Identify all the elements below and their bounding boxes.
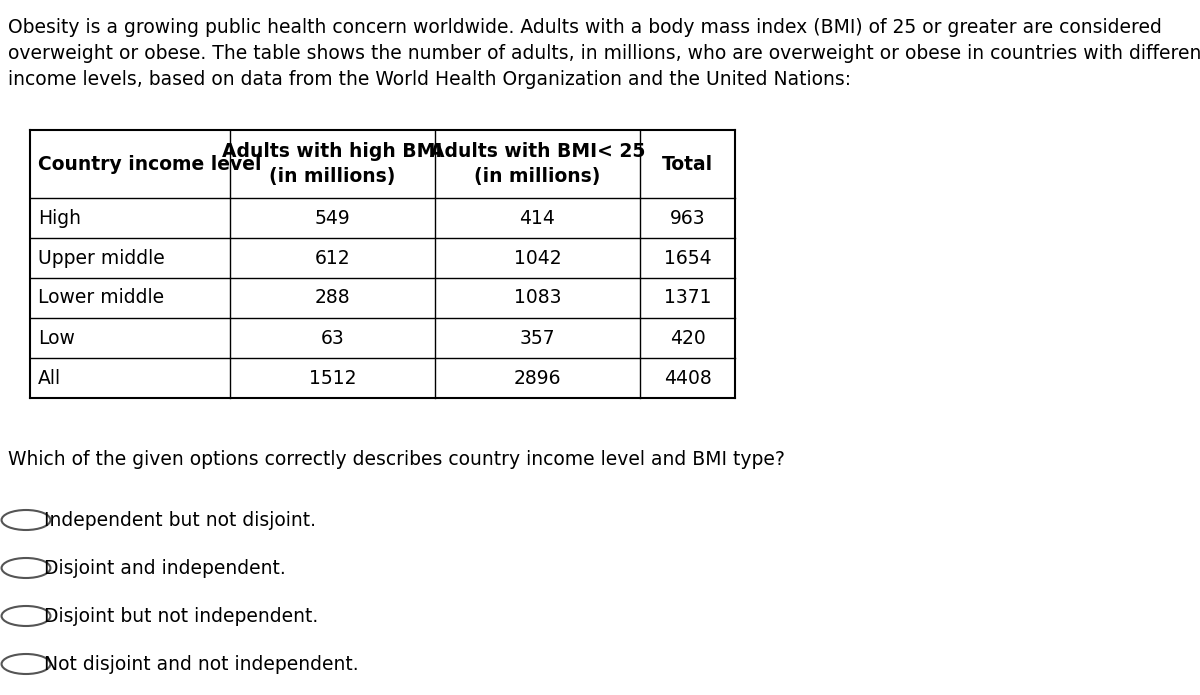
Text: Disjoint but not independent.: Disjoint but not independent. xyxy=(44,607,318,626)
Text: 288: 288 xyxy=(314,288,350,307)
Text: High: High xyxy=(38,208,82,227)
Text: Which of the given options correctly describes country income level and BMI type: Which of the given options correctly des… xyxy=(8,450,785,469)
Text: 420: 420 xyxy=(670,329,706,348)
Text: 1083: 1083 xyxy=(514,288,562,307)
Text: Disjoint and independent.: Disjoint and independent. xyxy=(44,559,286,578)
Text: 549: 549 xyxy=(314,208,350,227)
Text: 1654: 1654 xyxy=(664,249,712,268)
Text: 1371: 1371 xyxy=(664,288,712,307)
Text: 357: 357 xyxy=(520,329,556,348)
Text: Adults with BMI< 25
(in millions): Adults with BMI< 25 (in millions) xyxy=(430,142,646,186)
Text: Low: Low xyxy=(38,329,74,348)
Text: 2896: 2896 xyxy=(514,368,562,388)
Text: 414: 414 xyxy=(520,208,556,227)
Text: 4408: 4408 xyxy=(664,368,712,388)
Text: Not disjoint and not independent.: Not disjoint and not independent. xyxy=(44,655,359,673)
Text: All: All xyxy=(38,368,61,388)
Text: 1042: 1042 xyxy=(514,249,562,268)
Text: Independent but not disjoint.: Independent but not disjoint. xyxy=(44,511,316,530)
Text: 1512: 1512 xyxy=(308,368,356,388)
Text: Country income level: Country income level xyxy=(38,154,262,174)
Text: Lower middle: Lower middle xyxy=(38,288,164,307)
Text: Total: Total xyxy=(662,154,713,174)
Text: 963: 963 xyxy=(670,208,706,227)
Text: overweight or obese. The table shows the number of adults, in millions, who are : overweight or obese. The table shows the… xyxy=(8,44,1200,63)
Text: 63: 63 xyxy=(320,329,344,348)
Text: Adults with high BMI
(in millions): Adults with high BMI (in millions) xyxy=(222,142,443,186)
Text: Upper middle: Upper middle xyxy=(38,249,164,268)
Text: Obesity is a growing public health concern worldwide. Adults with a body mass in: Obesity is a growing public health conce… xyxy=(8,18,1162,37)
Text: income levels, based on data from the World Health Organization and the United N: income levels, based on data from the Wo… xyxy=(8,70,851,89)
Text: 612: 612 xyxy=(314,249,350,268)
